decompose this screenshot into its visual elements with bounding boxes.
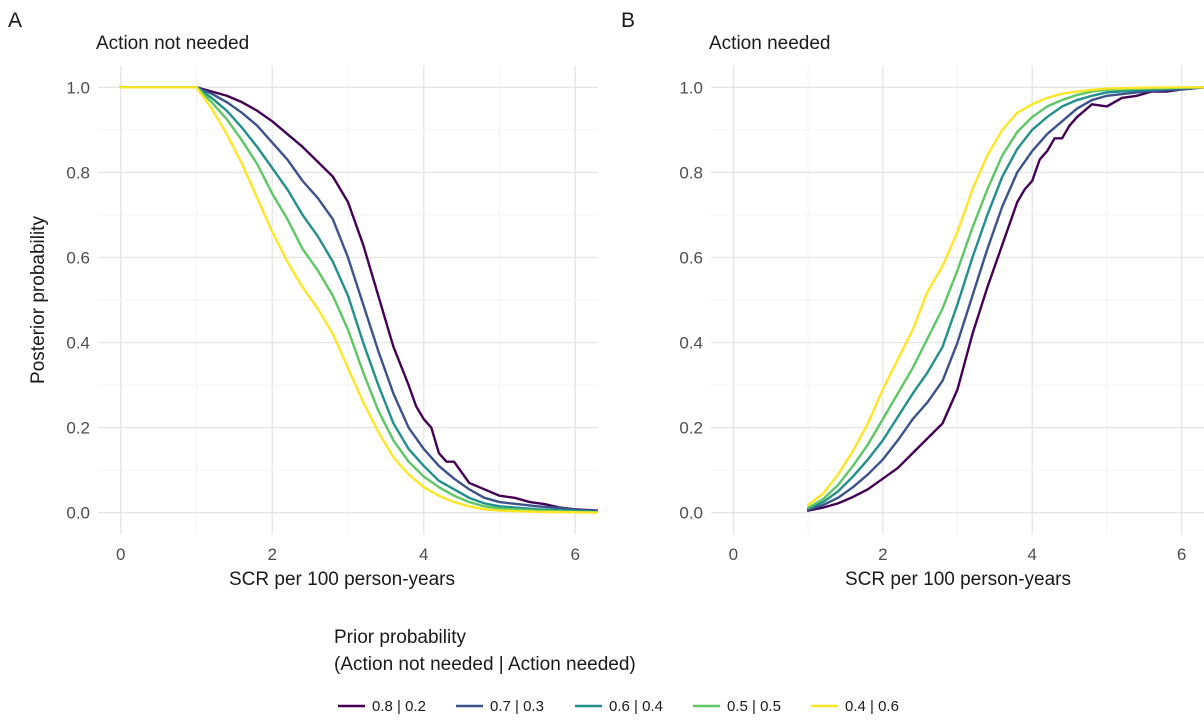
- panel-b-y-tick-label: 0.4: [679, 334, 703, 353]
- panel-a-x-tick-label: 0: [116, 545, 125, 564]
- legend-items: 0.8 | 0.2 0.7 | 0.3 0.6 | 0.4 0.5 | 0.5 0.4 …: [338, 698, 899, 715]
- legend-label-4: 0.5 | 0.5: [727, 698, 781, 715]
- panel-a-x-tick-label: 6: [571, 545, 580, 564]
- panel-b: 0 2 4 6 0.0 0.2 0.4 0.6 0.8 1.0 SCR per 100 person…: [621, 9, 1204, 590]
- panel-b-tag: B: [621, 9, 635, 32]
- panel-b-series-line-1: [806, 86, 1204, 512]
- panel-b-grid: [711, 66, 1204, 534]
- legend-label-2: 0.7 | 0.3: [490, 698, 544, 715]
- panel-a-tag: A: [8, 9, 22, 32]
- panel-a-x-tick-label: 2: [268, 545, 277, 564]
- panel-a-y-tick-label: 0.2: [66, 419, 90, 438]
- panel-a-grid: [98, 66, 598, 534]
- panel-a-series-line-4: [119, 86, 598, 514]
- panel-b-title: Action needed: [709, 33, 831, 54]
- legend-label-1: 0.8 | 0.2: [372, 698, 426, 715]
- panel-a-series-line-1: [119, 86, 598, 512]
- legend-title-line-1: Prior probability: [334, 627, 466, 648]
- panel-b-y-tick-label: 0.2: [679, 419, 703, 438]
- legend-title-line-2: (Action not needed | Action needed): [334, 654, 636, 675]
- panel-a: 0 2 4 6 0.0 0.2 0.4 0.6 0.8 1.0 SCR per 100 person…: [8, 9, 598, 590]
- panel-a-series-line-2: [119, 86, 598, 513]
- panel-b-x-tick-label: 6: [1177, 545, 1186, 564]
- panel-b-x-tick-label: 4: [1027, 545, 1036, 564]
- panel-b-x-axis-title: SCR per 100 person-years: [845, 569, 1071, 590]
- panel-a-x-axis-title: SCR per 100 person-years: [229, 569, 455, 590]
- panel-b-x-tick-label: 0: [729, 545, 738, 564]
- legend-label-3: 0.6 | 0.4: [609, 698, 663, 715]
- panel-a-series-line-5: [119, 86, 598, 514]
- panel-a-x-tick-label: 4: [419, 545, 428, 564]
- panel-a-y-tick-label: 0.6: [66, 248, 90, 267]
- panel-b-series-line-2: [806, 86, 1204, 511]
- panel-a-y-tick-label: 0.8: [66, 163, 90, 182]
- panel-a-y-axis-title: Posterior probability: [28, 216, 49, 384]
- legend: Prior probability (Action not needed | A…: [334, 627, 899, 715]
- panel-b-series-line-4: [806, 86, 1204, 509]
- panel-b-y-tick-label: 0.0: [679, 504, 703, 523]
- panel-a-y-tick-label: 0.0: [66, 504, 90, 523]
- panel-b-series-group: [806, 86, 1204, 512]
- panel-b-y-tick-label: 0.6: [679, 248, 703, 267]
- panel-b-x-tick-label: 2: [878, 545, 887, 564]
- panel-a-title: Action not needed: [96, 33, 249, 54]
- legend-label-5: 0.4 | 0.6: [845, 698, 899, 715]
- panel-b-series-line-3: [806, 86, 1204, 510]
- panel-b-series-line-5: [806, 86, 1204, 507]
- panel-b-y-tick-label: 1.0: [679, 78, 703, 97]
- panel-b-y-tick-label: 0.8: [679, 163, 703, 182]
- panel-a-series-group: [119, 86, 598, 514]
- panel-a-y-tick-label: 1.0: [66, 78, 90, 97]
- panel-a-series-line-3: [119, 86, 598, 514]
- panel-a-y-tick-label: 0.4: [66, 334, 90, 353]
